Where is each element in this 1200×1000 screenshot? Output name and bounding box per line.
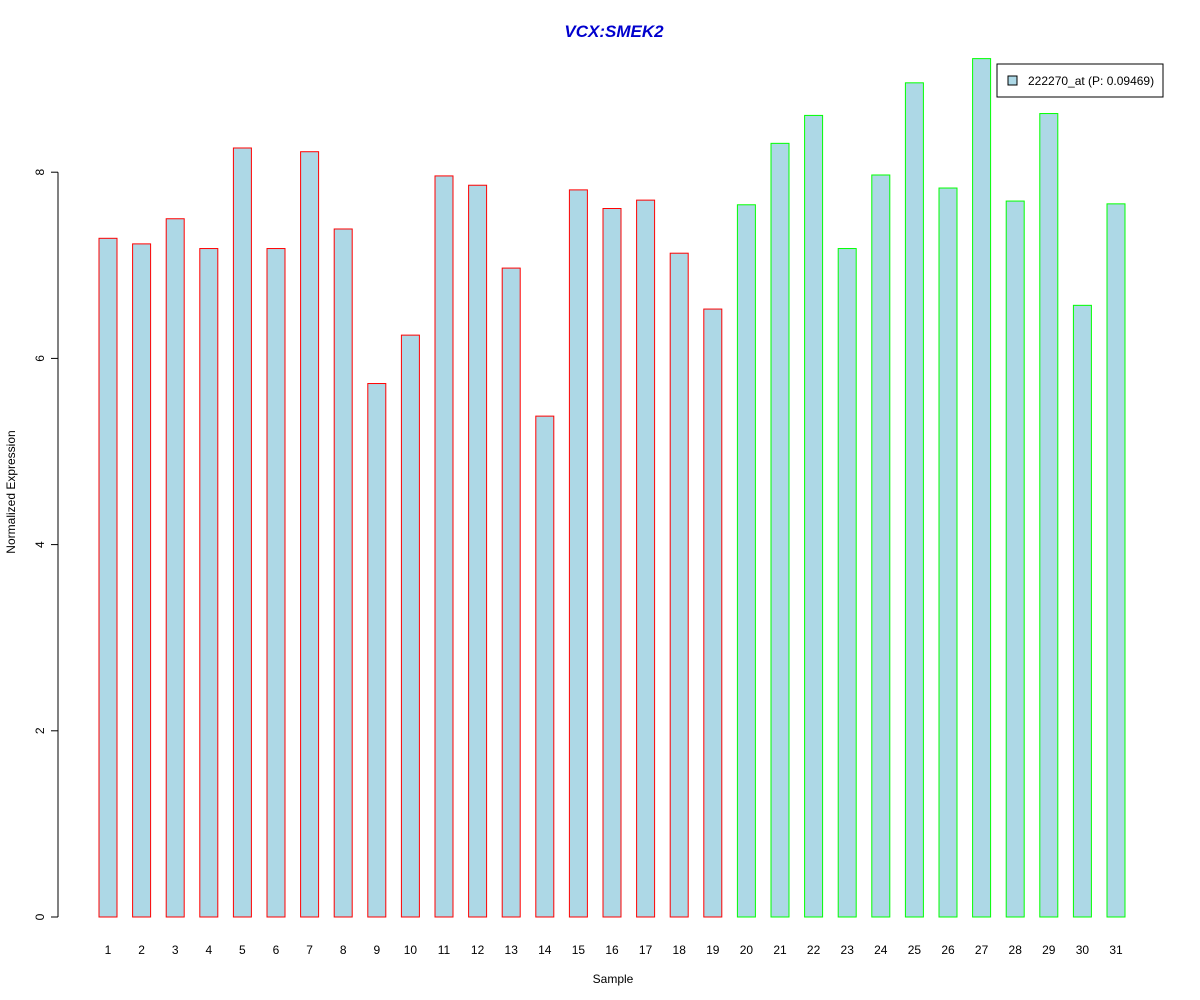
x-tick-label: 26 <box>941 943 955 957</box>
x-tick-label: 24 <box>874 943 888 957</box>
bar-sample-24 <box>871 174 891 918</box>
bar-sample-13 <box>501 267 521 918</box>
x-tick-label: 19 <box>706 943 720 957</box>
x-tick-label: 30 <box>1076 943 1090 957</box>
y-tick-label: 6 <box>33 355 47 362</box>
bar-sample-2 <box>132 243 152 918</box>
bar-sample-7 <box>300 151 320 918</box>
x-tick-label: 12 <box>471 943 485 957</box>
bar-sample-22 <box>804 114 824 918</box>
bar-sample-27 <box>972 58 992 918</box>
legend-swatch <box>1007 75 1018 86</box>
x-tick-label: 18 <box>673 943 687 957</box>
bar-sample-8 <box>333 228 353 918</box>
x-tick-label: 27 <box>975 943 989 957</box>
x-tick-label: 29 <box>1042 943 1056 957</box>
chart-title: VCX:SMEK2 <box>564 22 664 41</box>
bar-sample-14 <box>535 415 555 918</box>
x-tick-label: 3 <box>172 943 179 957</box>
x-tick-label: 11 <box>438 943 451 957</box>
x-tick-label: 16 <box>605 943 619 957</box>
x-tick-label: 20 <box>740 943 754 957</box>
y-tick-label: 8 <box>33 169 47 176</box>
x-tick-label: 14 <box>538 943 552 957</box>
x-tick-label: 25 <box>908 943 922 957</box>
x-tick-label: 5 <box>239 943 246 957</box>
bar-sample-1 <box>98 237 118 918</box>
bar-sample-12 <box>468 184 488 918</box>
bar-sample-25 <box>904 82 924 918</box>
bar-sample-19 <box>703 308 723 918</box>
x-tick-label: 10 <box>404 943 418 957</box>
bar-sample-6 <box>266 248 286 918</box>
bar-sample-29 <box>1039 113 1059 918</box>
bar-sample-26 <box>938 187 958 918</box>
x-tick-label: 17 <box>639 943 653 957</box>
x-tick-label: 8 <box>340 943 347 957</box>
bar-sample-5 <box>232 147 252 918</box>
legend-box <box>996 63 1164 98</box>
bar-sample-3 <box>165 218 185 918</box>
bar-sample-11 <box>434 175 454 918</box>
x-tick-label: 15 <box>572 943 586 957</box>
x-tick-label: 23 <box>841 943 855 957</box>
y-axis-label: Normalized Expression <box>4 430 18 553</box>
x-tick-label: 7 <box>306 943 313 957</box>
bar-sample-30 <box>1072 304 1092 918</box>
bar-sample-10 <box>400 334 420 918</box>
bar-sample-18 <box>669 252 689 918</box>
x-axis-ticks: 1 2 3 4 5 6 7 8 9 10 11 12 13 14 15 16 17 18 19 20 21 22 23 24 2… <box>105 943 1123 957</box>
bar-sample-23 <box>837 248 857 918</box>
bar-sample-31 <box>1106 203 1126 918</box>
legend-label: 222270_at (P: 0.09469) <box>1028 74 1154 88</box>
x-tick-label: 6 <box>273 943 280 957</box>
bar-sample-15 <box>568 189 588 918</box>
x-tick-label: 21 <box>773 943 787 957</box>
x-tick-label: 4 <box>205 943 212 957</box>
bar-sample-9 <box>367 383 387 918</box>
x-tick-label: 22 <box>807 943 821 957</box>
x-tick-label: 28 <box>1009 943 1023 957</box>
x-tick-label: 2 <box>138 943 145 957</box>
bars <box>98 58 1126 918</box>
bar-sample-4 <box>199 248 219 918</box>
x-tick-label: 9 <box>373 943 380 957</box>
y-axis: 0 2 4 6 8 <box>33 169 59 920</box>
bar-sample-21 <box>770 142 790 918</box>
bar-sample-20 <box>736 204 756 918</box>
x-axis-label: Sample <box>593 972 634 986</box>
x-tick-label: 31 <box>1109 943 1123 957</box>
bar-sample-28 <box>1005 200 1025 918</box>
bar-sample-17 <box>636 199 656 918</box>
legend: 222270_at (P: 0.09469) <box>996 63 1164 98</box>
x-tick-label: 13 <box>505 943 519 957</box>
bar-sample-16 <box>602 208 622 918</box>
y-tick-label: 2 <box>33 727 47 734</box>
y-tick-label: 4 <box>33 541 47 548</box>
y-tick-label: 0 <box>33 913 47 920</box>
x-tick-label: 1 <box>105 943 112 957</box>
